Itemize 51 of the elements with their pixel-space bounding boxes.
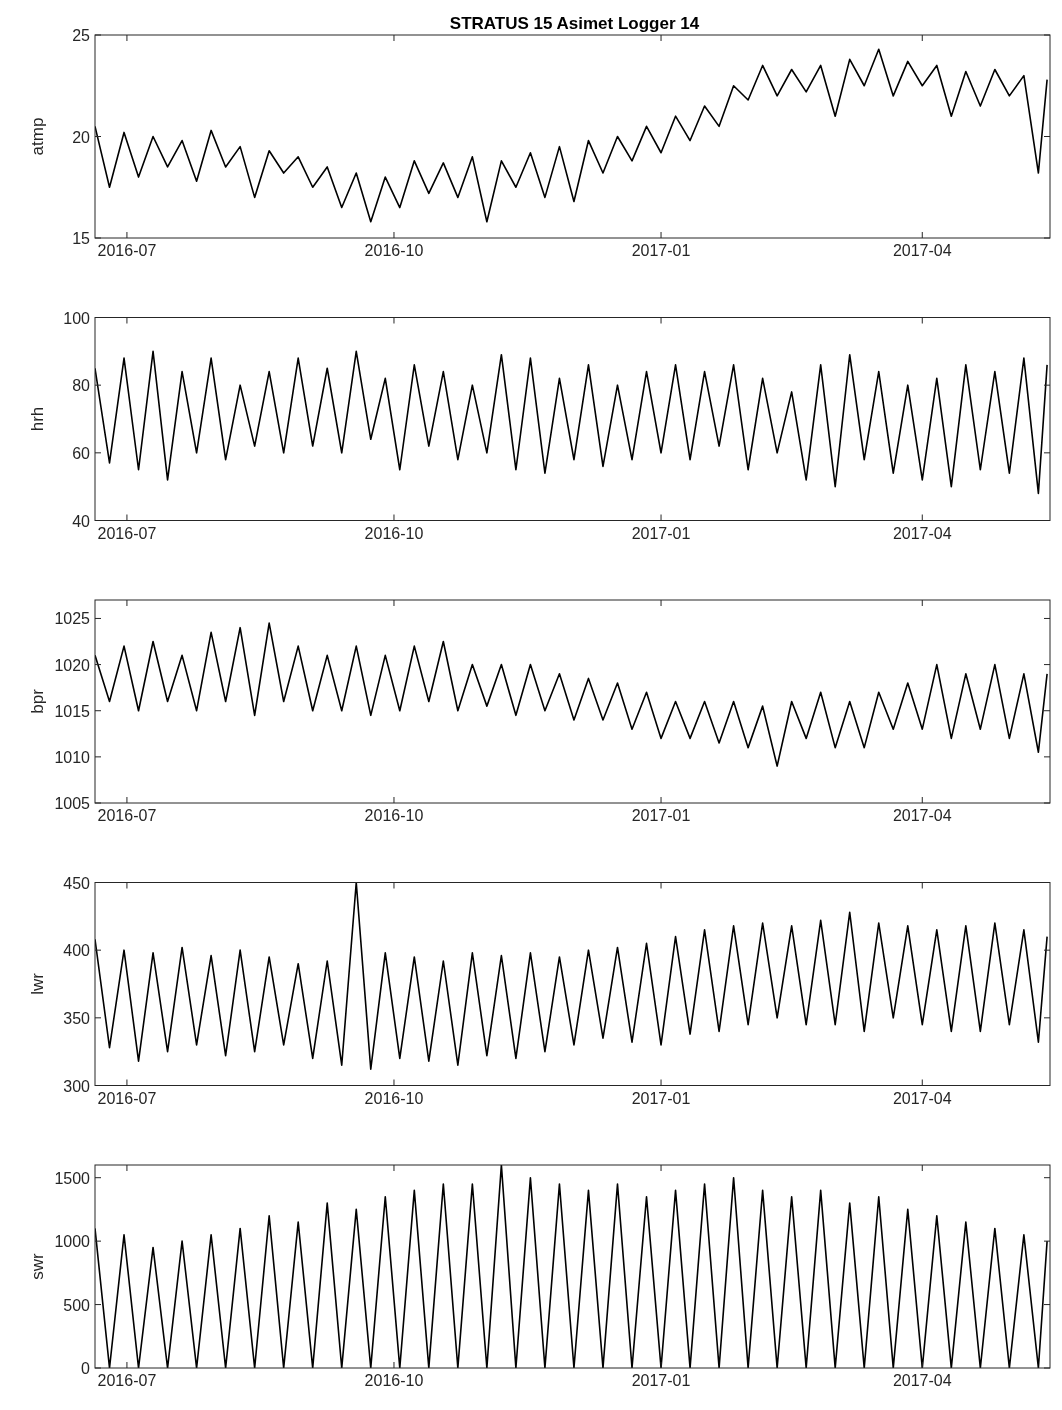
y-axis-title: atmp: [28, 117, 47, 156]
line-series: [95, 1165, 1048, 1368]
y-tick-label: 400: [63, 942, 91, 960]
y-tick-label: 350: [63, 1009, 91, 1027]
y-axis-title: bpr: [28, 688, 47, 714]
y-tick-label: 1005: [54, 795, 91, 812]
x-tick-label: 2017-01: [631, 242, 691, 259]
x-tick-label: 2017-04: [892, 1089, 952, 1107]
y-axis-title: hrh: [28, 406, 47, 432]
x-tick-label: 2016-07: [97, 807, 157, 824]
x-tick-label: 2017-04: [892, 1372, 952, 1389]
y-tick-label: 0: [81, 1360, 91, 1377]
x-tick-label: 2017-01: [631, 1089, 691, 1107]
x-tick-label: 2017-01: [631, 807, 691, 824]
line-series: [95, 350, 1048, 495]
y-tick-label: 1015: [54, 702, 91, 720]
x-tick-label: 2016-10: [364, 1372, 424, 1389]
y-tick-label: 1020: [54, 656, 91, 674]
y-tick-label: 15: [72, 230, 91, 247]
y-tick-label: 25: [72, 27, 91, 44]
y-tick-label: 450: [63, 874, 91, 892]
x-tick-label: 2016-10: [364, 1089, 424, 1107]
y-tick-label: 1000: [54, 1233, 91, 1251]
x-tick-label: 2016-10: [364, 242, 424, 259]
x-tick-label: 2016-10: [364, 524, 424, 542]
x-tick-label: 2017-04: [892, 242, 952, 259]
y-tick-label: 1025: [54, 610, 91, 628]
y-tick-label: 100: [63, 309, 91, 327]
x-tick-label: 2016-07: [97, 1372, 157, 1389]
line-series: [95, 882, 1048, 1071]
y-tick-label: 300: [63, 1077, 91, 1095]
x-tick-label: 2016-07: [97, 242, 157, 259]
x-tick-label: 2016-07: [97, 524, 157, 542]
y-tick-label: 80: [72, 377, 91, 395]
chart-title: STRATUS 15 Asimet Logger 14: [449, 14, 700, 33]
y-axis-title: lwr: [28, 972, 47, 995]
line-series: [95, 622, 1048, 767]
y-axis-title: swr: [28, 1252, 47, 1280]
x-tick-label: 2016-07: [97, 1089, 157, 1107]
x-tick-label: 2017-01: [631, 1372, 691, 1389]
x-tick-label: 2016-10: [364, 807, 424, 824]
y-tick-label: 60: [72, 444, 91, 462]
y-tick-label: 1010: [54, 748, 91, 766]
y-tick-label: 40: [72, 512, 91, 530]
x-tick-label: 2017-04: [892, 807, 952, 824]
y-tick-label: 20: [72, 128, 91, 146]
x-tick-label: 2017-04: [892, 524, 952, 542]
y-tick-label: 1500: [54, 1169, 91, 1187]
y-tick-label: 500: [63, 1296, 91, 1314]
x-tick-label: 2017-01: [631, 524, 691, 542]
line-series: [95, 48, 1048, 223]
